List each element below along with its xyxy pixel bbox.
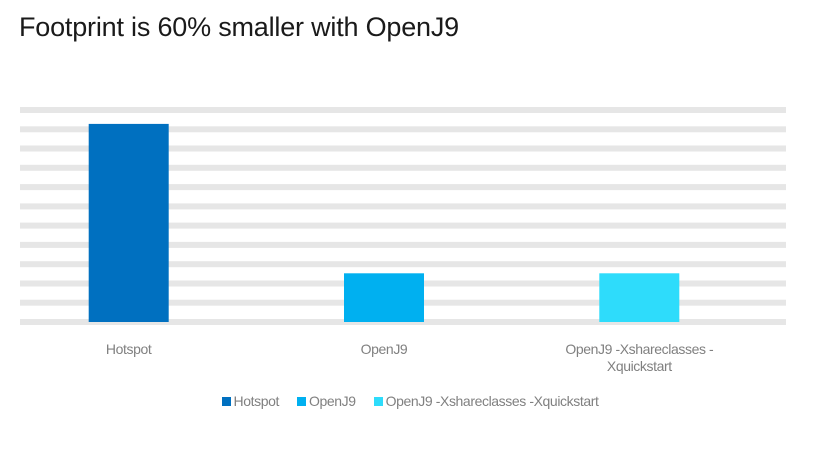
bar-3 <box>599 273 680 322</box>
gridline <box>20 107 786 113</box>
gridline <box>20 203 786 210</box>
bar-2 <box>344 273 424 322</box>
legend-swatch <box>221 396 231 406</box>
legend-item: OpenJ9 -Xshareclasses -Xquickstart <box>373 393 599 409</box>
legend-item: Hotspot <box>221 393 280 409</box>
legend-label: OpenJ9 -Xshareclasses -Xquickstart <box>385 393 599 409</box>
bars <box>88 123 680 323</box>
legend: Hotspot OpenJ9 OpenJ9 -Xshareclasses -Xqui… <box>0 393 820 409</box>
legend-label: OpenJ9 <box>308 393 356 409</box>
gridline <box>20 184 786 191</box>
gridline <box>20 261 786 268</box>
bar-1 <box>88 123 169 323</box>
category-label-line: OpenJ9 <box>360 341 408 357</box>
category-label: OpenJ9 <box>264 341 504 358</box>
legend-swatch <box>296 396 306 406</box>
chart-title: Footprint is 60% smaller with OpenJ9 <box>19 12 459 42</box>
legend-label: Hotspot <box>233 393 280 409</box>
legend-swatch <box>373 396 383 406</box>
gridline <box>20 126 786 133</box>
category-label: OpenJ9 -Xshareclasses - Xquickstart <box>519 341 759 375</box>
category-label-line: OpenJ9 -Xshareclasses - <box>565 341 714 357</box>
category-label-line: Xquickstart <box>606 358 672 374</box>
category-label-line: Hotspot <box>105 341 152 357</box>
gridline <box>20 222 786 229</box>
gridline <box>20 145 786 152</box>
legend-item: OpenJ9 <box>296 393 356 409</box>
gridline <box>20 164 786 171</box>
category-label: Hotspot <box>9 341 249 358</box>
gridline <box>20 241 786 248</box>
